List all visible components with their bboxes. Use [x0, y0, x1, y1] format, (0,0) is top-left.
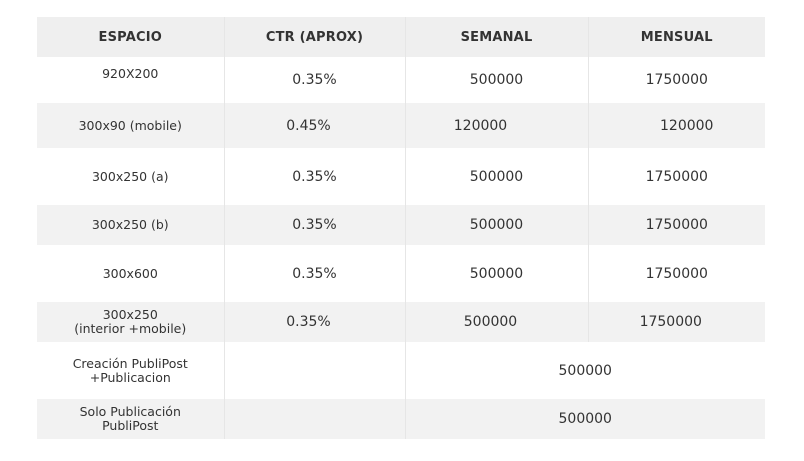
row-space: 300x250 (b)	[37, 205, 224, 245]
row-space-line2: +Publicacion	[89, 369, 171, 385]
header-ctr: CTR (APROX)	[223, 17, 405, 57]
row-ctr: 0.35%	[223, 302, 405, 342]
table-row: 300x90 (mobile) 0.45% 120000 120000	[37, 103, 765, 148]
row-space: 920X200	[37, 57, 224, 103]
row-ctr: 0.35%	[223, 57, 405, 103]
row-monthly: 1750000	[587, 205, 765, 245]
table-row: Solo Publicación PubliPost 500000	[37, 399, 765, 439]
row-weekly: 500000	[404, 57, 588, 103]
row-monthly-text: 1750000	[639, 314, 702, 330]
row-space-text: 920X200	[102, 66, 159, 81]
row-space-line2: (interior +mobile)	[74, 321, 187, 336]
row-space: 300x250 (interior +mobile)	[37, 302, 224, 342]
header-space: ESPACIO	[37, 17, 224, 57]
header-weekly: SEMANAL	[404, 17, 588, 57]
row-monthly: 1750000	[587, 245, 765, 302]
table-row: 300x600 0.35% 500000 1750000	[37, 245, 765, 302]
row-weekly-text: 120000	[453, 117, 508, 134]
row-monthly: 1750000	[587, 148, 765, 205]
table-row: Creación PubliPost +Publicacion 500000	[37, 342, 765, 399]
row-space: 300x600	[37, 245, 224, 302]
row-ctr-text: 0.35%	[286, 314, 331, 330]
row-weekly-text: 500000	[463, 314, 518, 330]
row-space-line1: 300x250	[102, 307, 158, 322]
row-ctr: 0.45%	[223, 103, 405, 148]
table-header-row: ESPACIO CTR (APROX) SEMANAL MENSUAL	[37, 17, 765, 57]
pricing-table: ESPACIO CTR (APROX) SEMANAL MENSUAL 920X…	[37, 17, 765, 439]
table-row: 300x250 (b) 0.35% 500000 1750000	[37, 205, 765, 245]
row-monthly: 1750000	[587, 57, 765, 103]
row-monthly: 120000	[587, 103, 765, 148]
row-weekly: 500000	[404, 245, 588, 302]
table-row: 300x250 (interior +mobile) 0.35% 500000 1…	[37, 302, 765, 342]
row-space-line1: Solo Publicación	[79, 404, 181, 419]
table-row: 300x250 (a) 0.35% 500000 1750000	[37, 148, 765, 205]
row-monthly-text: 120000	[660, 117, 714, 134]
row-monthly: 1750000	[587, 302, 765, 342]
row-weekly: 500000	[404, 302, 588, 342]
row-space-line1: Creación PubliPost	[72, 355, 188, 371]
row-space: Solo Publicación PubliPost	[37, 399, 224, 439]
row-ctr	[223, 342, 405, 399]
row-merged-value: 500000	[404, 342, 765, 399]
row-space: 300x250 (a)	[37, 148, 224, 205]
row-ctr: 0.35%	[223, 205, 405, 245]
row-weekly: 500000	[404, 148, 588, 205]
row-ctr	[223, 399, 405, 439]
row-space: 300x90 (mobile)	[37, 103, 224, 148]
row-ctr: 0.35%	[223, 245, 405, 302]
row-weekly: 500000	[404, 205, 588, 245]
row-space-line2: PubliPost	[102, 418, 159, 433]
header-monthly: MENSUAL	[587, 17, 765, 57]
table-row: 920X200 0.35% 500000 1750000	[37, 57, 765, 103]
row-ctr-text: 0.45%	[286, 117, 331, 134]
row-space: Creación PubliPost +Publicacion	[37, 342, 224, 399]
row-weekly: 120000	[404, 103, 588, 148]
row-ctr: 0.35%	[223, 148, 405, 205]
row-merged-value: 500000	[404, 399, 765, 439]
